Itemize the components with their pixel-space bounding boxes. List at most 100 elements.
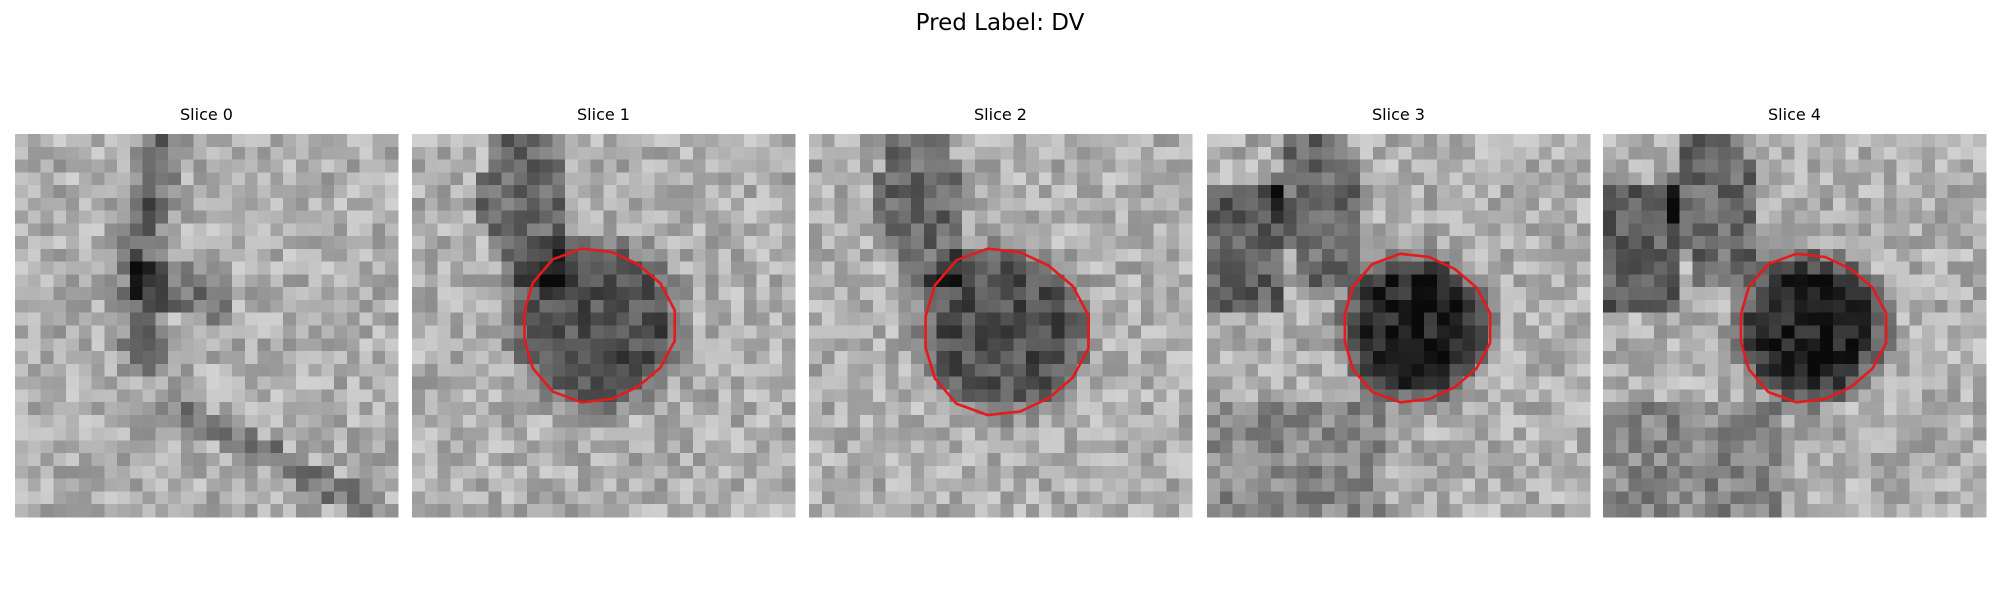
- pixel: [1717, 248, 1732, 263]
- pixel: [1500, 261, 1514, 276]
- pixel: [1832, 351, 1847, 365]
- pixel: [603, 236, 617, 250]
- pixel: [1654, 351, 1668, 365]
- pixel: [654, 440, 668, 454]
- pixel: [488, 134, 502, 148]
- pixel: [641, 287, 656, 301]
- pixel: [1679, 389, 1693, 403]
- pixel: [1089, 159, 1104, 173]
- pixel: [180, 185, 195, 199]
- pixel: [1832, 427, 1847, 441]
- pixel: [1309, 146, 1323, 161]
- pixel: [514, 134, 528, 148]
- pixel: [1743, 414, 1757, 429]
- pixel: [27, 248, 42, 263]
- pixel: [1654, 363, 1668, 378]
- pixel: [1858, 325, 1872, 339]
- pixel: [1026, 453, 1040, 467]
- pixel: [321, 210, 335, 224]
- pixel: [1909, 351, 1923, 365]
- pixel: [1603, 287, 1617, 301]
- pixel: [257, 197, 271, 212]
- pixel: [1064, 402, 1078, 416]
- pixel: [1820, 376, 1834, 390]
- pixel: [1756, 363, 1770, 378]
- pixel: [1756, 351, 1770, 365]
- pixel: [1538, 338, 1553, 352]
- pixel: [501, 134, 515, 148]
- pixel: [129, 299, 144, 314]
- pixel: [1883, 453, 1898, 467]
- pixel: [718, 185, 732, 199]
- pixel: [129, 453, 144, 467]
- pixel: [372, 465, 386, 480]
- pixel: [821, 287, 836, 301]
- pixel: [232, 185, 246, 199]
- pixel: [1372, 363, 1387, 378]
- pixel: [1858, 159, 1872, 173]
- pixel: [1513, 402, 1527, 416]
- pixel: [1128, 312, 1142, 327]
- pixel: [53, 504, 67, 518]
- pixel: [1153, 338, 1168, 352]
- pixel: [1934, 363, 1949, 378]
- pixel: [821, 389, 836, 403]
- pixel: [412, 389, 426, 403]
- pixel: [66, 440, 80, 454]
- pixel: [1654, 248, 1668, 263]
- pixel: [1654, 185, 1668, 199]
- pixel: [1360, 402, 1374, 416]
- panel-title: Slice 4: [1768, 105, 1821, 124]
- pixel: [450, 299, 464, 314]
- pixel: [91, 299, 105, 314]
- pixel: [53, 465, 67, 480]
- pixel: [1845, 338, 1859, 352]
- pixel: [1462, 402, 1476, 416]
- pixel: [27, 389, 42, 403]
- pixel: [412, 338, 426, 352]
- pixel: [257, 261, 271, 276]
- pixel: [1449, 478, 1463, 493]
- pixel: [1232, 248, 1246, 263]
- pixel: [1487, 453, 1502, 467]
- pixel: [809, 299, 823, 314]
- pixel: [142, 312, 157, 327]
- pixel: [1270, 465, 1285, 480]
- pixel: [1140, 504, 1155, 518]
- pixel: [1845, 287, 1859, 301]
- pixel: [475, 287, 490, 301]
- pixel: [1641, 325, 1655, 339]
- pixel: [1128, 210, 1142, 224]
- pixel: [1526, 210, 1540, 224]
- pixel: [911, 440, 925, 454]
- pixel: [1207, 504, 1221, 518]
- pixel: [1411, 440, 1425, 454]
- pixel: [206, 172, 220, 186]
- pixel: [962, 236, 976, 250]
- pixel: [1013, 312, 1027, 327]
- pixel: [911, 197, 925, 212]
- pixel: [1179, 440, 1193, 454]
- pixel: [1654, 274, 1668, 288]
- pixel: [1487, 248, 1502, 263]
- pixel: [193, 159, 208, 173]
- pixel: [1179, 351, 1193, 365]
- pixel: [117, 236, 131, 250]
- pixel: [1038, 172, 1053, 186]
- pixel: [705, 440, 719, 454]
- pixel: [424, 248, 439, 263]
- pixel: [629, 274, 643, 288]
- pixel: [898, 312, 912, 327]
- pixel: [1296, 453, 1310, 467]
- pixel: [359, 210, 374, 224]
- pixel: [359, 402, 374, 416]
- pixel: [1641, 261, 1655, 276]
- pixel: [911, 363, 925, 378]
- pixel: [1577, 197, 1591, 212]
- pixel: [308, 134, 322, 148]
- pixel: [1051, 414, 1065, 429]
- pixel: [847, 236, 861, 250]
- pixel: [1960, 402, 1974, 416]
- pixel: [949, 223, 963, 237]
- pixel: [705, 389, 719, 403]
